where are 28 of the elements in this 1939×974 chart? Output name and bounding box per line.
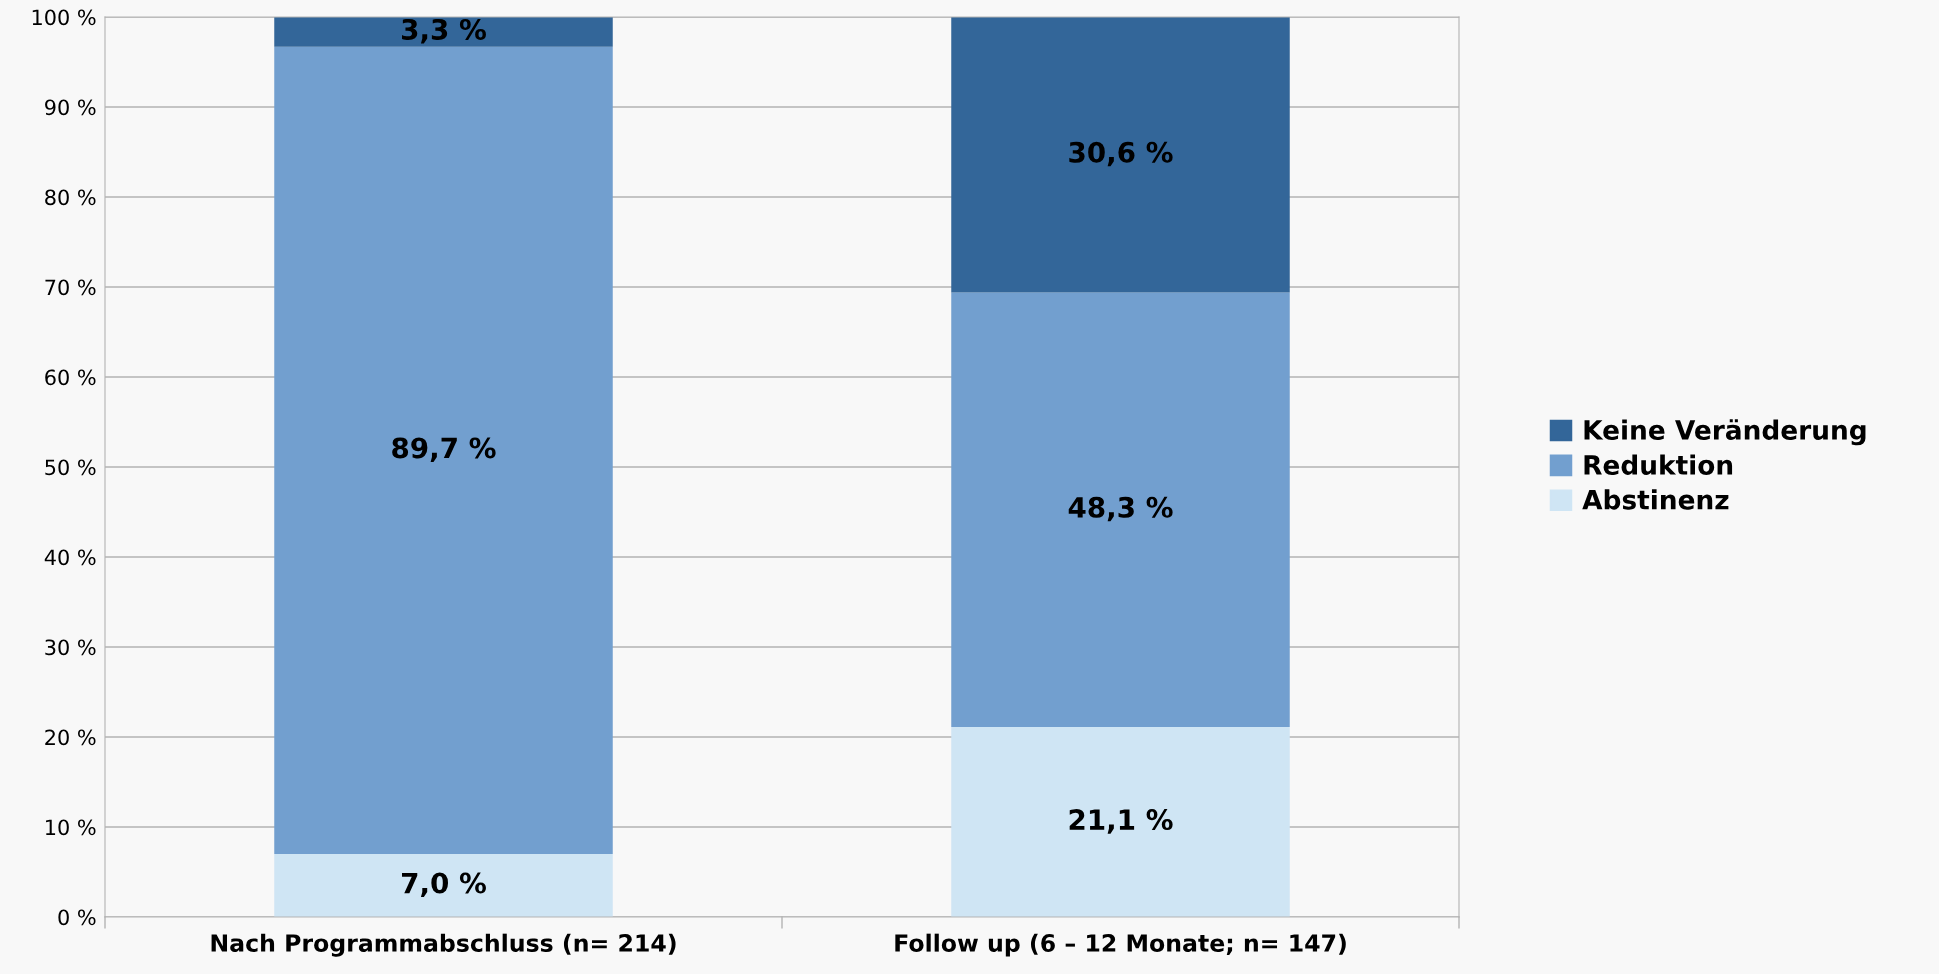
y-tick-label: 80 % — [45, 189, 96, 206]
data-label: 21,1 % — [1069, 809, 1173, 834]
bar — [951, 727, 1290, 917]
bar — [274, 854, 613, 917]
legend-label: Reduktion — [1584, 454, 1733, 475]
y-tick-label: 40 % — [44, 549, 96, 566]
legend-label: Abstinenz — [1582, 489, 1729, 510]
y-tick-label: 20 % — [45, 729, 96, 746]
data-label: 30,6 % — [1069, 141, 1173, 167]
y-tick-label: 30 % — [45, 639, 96, 656]
legend-label: Keine Veränderung — [1584, 419, 1866, 446]
y-tick-label: 10 % — [46, 819, 96, 836]
x-tick-label: Nach Programmabschluss (n= 214) — [211, 933, 676, 957]
bar — [951, 292, 1290, 728]
data-label: 3,3 % — [402, 18, 486, 44]
y-tick-label: 70 % — [45, 279, 96, 296]
y-tick-label: 90 % — [45, 99, 96, 116]
bar — [274, 46, 613, 854]
y-tick-label: 0 % — [58, 909, 96, 926]
y-tick-label: 60 % — [45, 369, 96, 386]
bar — [274, 17, 613, 47]
bar — [951, 17, 1290, 293]
x-tick-label: Follow up (6 – 12 Monate; n= 147) — [895, 933, 1346, 957]
data-label: 89,7 % — [392, 437, 496, 462]
data-label: 7,0 % — [402, 872, 486, 898]
data-label: 48,3 % — [1068, 496, 1173, 522]
y-tick-label: 50 % — [45, 459, 96, 476]
y-tick-label: 100 % — [32, 9, 96, 26]
